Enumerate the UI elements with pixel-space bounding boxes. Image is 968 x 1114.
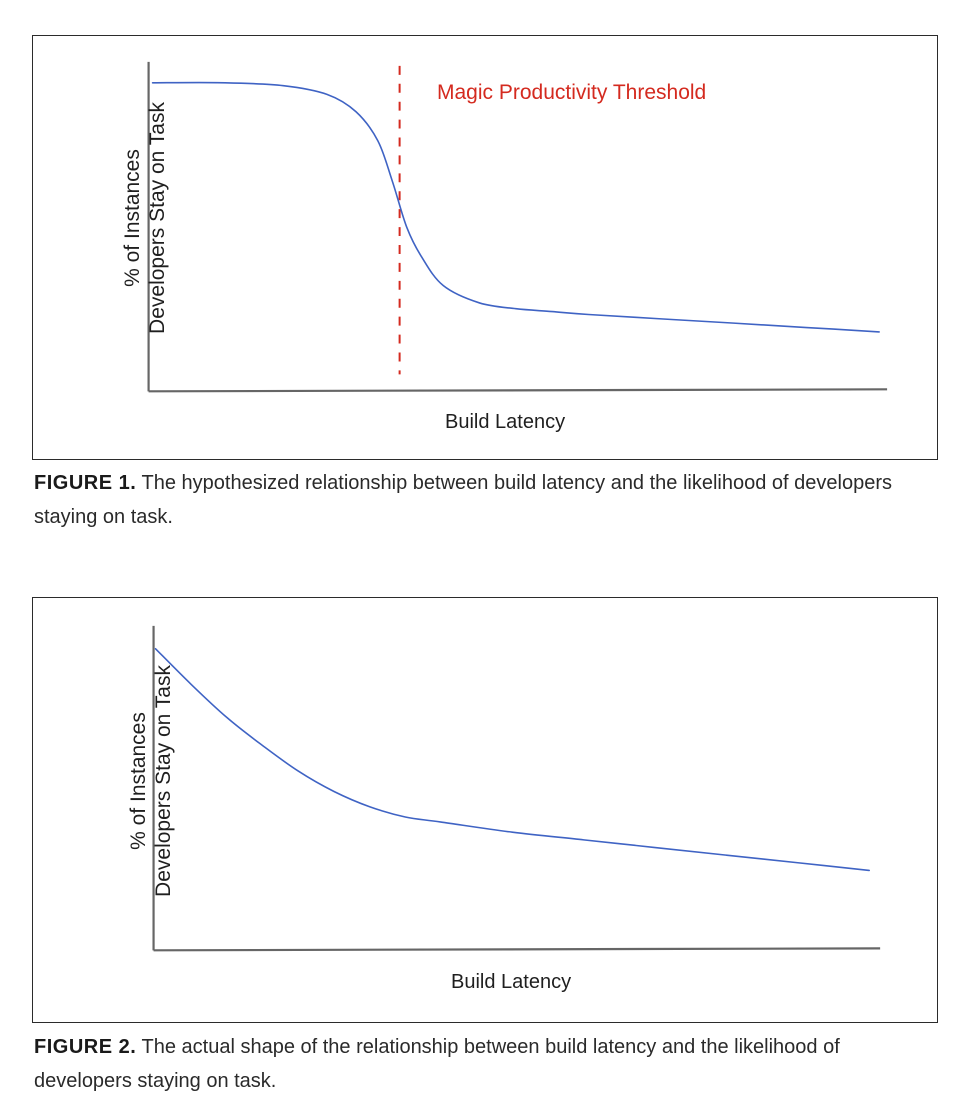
figure-2-caption: FIGURE 2. The actual shape of the relati…	[34, 1030, 934, 1098]
figure-1-y-axis-label-line-2: Developers Stay on Task	[146, 102, 169, 334]
figure-2-series-line	[154, 647, 870, 872]
figure-1-caption-label: FIGURE 1.	[34, 472, 137, 494]
figure-2-y-axis-label-line-2: Developers Stay on Task	[152, 665, 175, 897]
figure-1-x-axis	[148, 388, 888, 393]
figure-1-frame: % of Instances Developers Stay on Task B…	[32, 35, 938, 460]
figure-2-caption-label: FIGURE 2.	[34, 1036, 137, 1058]
figure-1: % of Instances Developers Stay on Task B…	[0, 0, 968, 540]
figure-2-caption-text: The actual shape of the relationship bet…	[34, 1036, 840, 1092]
figure-1-plot	[147, 61, 888, 393]
figure-2-x-axis	[153, 947, 881, 952]
figure-2-plot	[152, 625, 881, 952]
figure-1-caption-text: The hypothesized relationship between bu…	[34, 472, 892, 528]
figure-2-x-axis-label: Build Latency	[451, 971, 572, 993]
figure-1-y-axis-label-line-1: % of Instances	[121, 149, 144, 287]
figure-1-caption: FIGURE 1. The hypothesized relationship …	[34, 466, 934, 534]
figure-2-y-axis-label-line-1: % of Instances	[127, 712, 150, 850]
figure-2-frame: % of Instances Developers Stay on Task B…	[32, 597, 938, 1023]
figure-2-y-axis-label: % of Instances Developers Stay on Task	[126, 621, 176, 941]
figure-1-series-line	[151, 81, 880, 333]
figure-1-y-axis-label: % of Instances Developers Stay on Task	[120, 58, 170, 378]
threshold-annotation-label: Magic Productivity Threshold	[437, 81, 707, 104]
figure-1-x-axis-label: Build Latency	[445, 411, 566, 433]
figure-2: % of Instances Developers Stay on Task B…	[0, 560, 968, 1114]
